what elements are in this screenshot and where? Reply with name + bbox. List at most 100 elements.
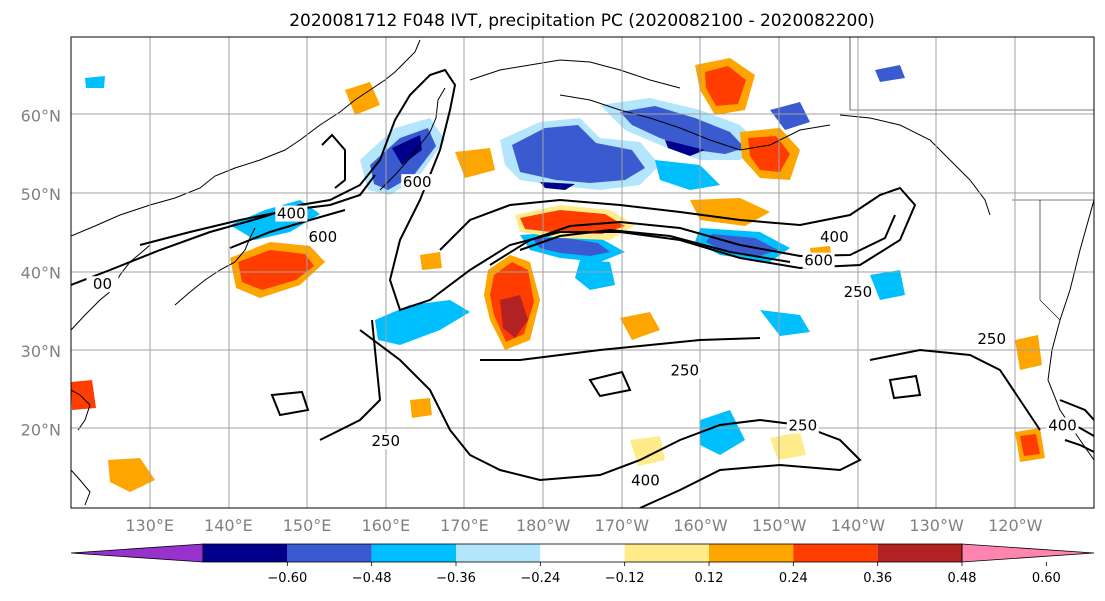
map-frame	[70, 36, 1095, 509]
precip-patch	[238, 250, 314, 290]
precip-patch	[760, 310, 810, 336]
precip-patch	[455, 148, 495, 178]
lon-tick-label: 160°E	[361, 516, 410, 535]
coastline-kamchatka	[379, 87, 446, 191]
colorbar-tick-label: −0.24	[520, 571, 560, 586]
colorbar-tick-label: −0.12	[605, 571, 645, 586]
colorbar-tick-label: 0.36	[863, 571, 892, 586]
lat-tick-label: 40°N	[21, 264, 61, 283]
colorbar-segment	[540, 544, 625, 562]
precip-patch	[770, 102, 810, 130]
contour-label-background	[668, 362, 701, 379]
precip-patch	[575, 260, 615, 290]
ivt-contour-250	[71, 68, 917, 312]
colorbar-segment	[709, 544, 794, 562]
ivt-contour-west-250	[319, 319, 382, 441]
ivt-contour-ring	[321, 133, 346, 189]
precip-patch	[520, 210, 625, 234]
lon-tick-label: 140°E	[204, 516, 253, 535]
contour-label-background	[369, 433, 402, 450]
figure-title: 2020081712 F048 IVT, precipitation PC (2…	[289, 11, 875, 31]
borders	[849, 37, 1094, 321]
coastline-aleutians	[559, 94, 831, 151]
lat-tick-label: 50°N	[21, 185, 61, 204]
precip-patch	[1015, 335, 1042, 370]
contour-label: 600	[804, 252, 833, 270]
coastline-south	[71, 469, 91, 506]
precip-patch	[532, 238, 610, 256]
contour-label-background	[86, 276, 119, 293]
precip-patch	[875, 65, 905, 82]
contour-label-background	[401, 174, 434, 191]
precip-patch	[375, 300, 470, 345]
contour-label-background	[818, 229, 851, 246]
lat-tick-label: 60°N	[21, 107, 61, 126]
precip-patch	[700, 410, 745, 455]
lon-tick-label: 120°W	[988, 516, 1043, 535]
colorbar-tick-label: 0.24	[779, 571, 808, 586]
ivt-contour-small	[270, 390, 310, 417]
contour-label: 400	[1048, 417, 1077, 435]
coastline-philippines	[71, 389, 91, 431]
gridlines	[71, 37, 1094, 508]
coastline-alaska-west	[469, 59, 681, 89]
negative-anomaly-patches	[85, 65, 905, 455]
precip-patch	[85, 76, 105, 88]
precip-patch	[620, 312, 660, 340]
latitude-labels: 20°N 30°N 40°N 50°N 60°N	[21, 107, 61, 440]
contour-label-background	[629, 472, 662, 489]
contour-label: 250	[371, 432, 400, 450]
lat-tick-label: 20°N	[21, 421, 61, 440]
precip-patch	[690, 198, 770, 226]
border-states	[1039, 200, 1061, 321]
precip-patch	[500, 295, 528, 338]
contour-label-background	[306, 229, 339, 246]
contour-label-background	[786, 417, 819, 434]
precip-patch	[705, 66, 746, 106]
contour-label-background	[802, 252, 835, 269]
lon-tick-label: 170°E	[440, 516, 489, 535]
longitude-labels: 130°E 140°E 150°E 160°E 170°E 180°W 170°W 160°W…	[125, 516, 1042, 535]
precip-patch	[392, 135, 422, 165]
ivt-contour-small	[588, 370, 632, 398]
colorbar-tick-label: 0.48	[948, 571, 977, 586]
colorbar-segment	[624, 544, 709, 562]
lon-tick-label: 130°W	[909, 516, 964, 535]
colorbar-extend-low	[70, 543, 204, 563]
ivt-contour-small	[888, 374, 922, 400]
contour-label-background	[975, 331, 1008, 348]
border-alaska-canada	[849, 37, 1094, 111]
contour-label: 600	[308, 228, 337, 246]
contour-label: 250	[670, 362, 699, 380]
precip-patch	[71, 380, 96, 410]
colorbar-segment	[371, 544, 456, 562]
colorbar: −0.60 −0.48 −0.36 −0.24 −0.12 0.12 0.24 0.36 0.4…	[70, 543, 1095, 586]
lon-tick-label: 130°E	[125, 516, 174, 535]
colorbar-segment	[793, 544, 878, 562]
ivt-contour-mid	[480, 337, 761, 361]
precip-patch	[540, 182, 575, 190]
contour-label: 250	[977, 330, 1006, 348]
lon-tick-label: 150°W	[752, 516, 807, 535]
lon-tick-label: 150°E	[283, 516, 332, 535]
precip-patch	[410, 398, 432, 418]
coastline-gulf-of-alaska	[839, 114, 991, 216]
contour-label-background	[1046, 417, 1079, 434]
ivt-contour-600-east	[519, 228, 791, 263]
lon-tick-label: 170°W	[595, 516, 650, 535]
precip-patch	[630, 436, 665, 466]
contour-label: 400	[631, 471, 660, 489]
colorbar-segment	[203, 544, 288, 562]
colorbar-tick-label: −0.60	[267, 571, 307, 586]
contour-label: 00	[93, 275, 112, 293]
lon-tick-label: 180°W	[516, 516, 571, 535]
coastline-asia	[71, 39, 421, 237]
ivt-contour-south	[359, 329, 862, 508]
precip-patch	[345, 82, 380, 115]
colorbar-frame	[202, 543, 963, 563]
ivt-contour-east-250	[869, 348, 1041, 431]
precip-patch	[870, 270, 905, 300]
